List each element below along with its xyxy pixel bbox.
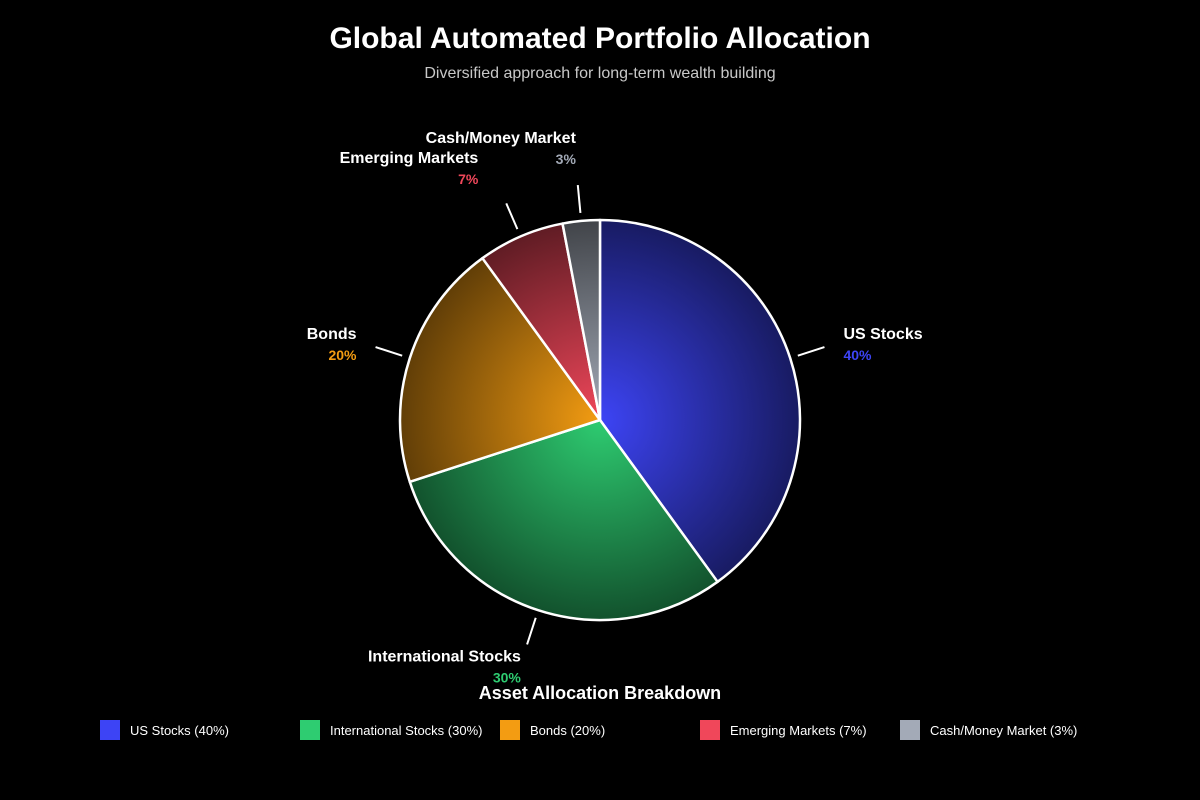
slice-label-bonds: Bonds bbox=[307, 326, 357, 343]
legend-swatch-us-stocks bbox=[100, 720, 120, 740]
slice-label-us-stocks: US Stocks bbox=[843, 326, 922, 343]
slice-percent-cash-money-market: 3% bbox=[556, 151, 577, 167]
legend-item-us-stocks[interactable]: US Stocks (40%) bbox=[100, 720, 229, 740]
slice-percent-us-stocks: 40% bbox=[843, 347, 872, 363]
legend-item-cash-money-market[interactable]: Cash/Money Market (3%) bbox=[900, 720, 1077, 740]
slice-percent-bonds: 20% bbox=[328, 347, 357, 363]
slice-label-cash-money-market: Cash/Money Market bbox=[426, 130, 577, 147]
legend-swatch-bonds bbox=[500, 720, 520, 740]
pie-leader-lines bbox=[375, 184, 825, 645]
slice-label-emerging-markets: Emerging Markets bbox=[340, 150, 479, 167]
legend-label-us-stocks: US Stocks (40%) bbox=[130, 722, 229, 738]
leader-line-international-stocks bbox=[526, 617, 537, 645]
pie-slices bbox=[398, 218, 802, 622]
legend-title: Asset Allocation Breakdown bbox=[478, 683, 722, 703]
leader-line-bonds bbox=[375, 346, 403, 357]
legend-label-emerging-markets: Emerging Markets (7%) bbox=[730, 722, 867, 738]
legend-swatch-emerging-markets bbox=[700, 720, 720, 740]
legend-swatch-cash-money-market bbox=[900, 720, 920, 740]
legend-item-bonds[interactable]: Bonds (20%) bbox=[500, 720, 605, 740]
leader-line-cash-money-market bbox=[576, 184, 582, 214]
legend-item-emerging-markets[interactable]: Emerging Markets (7%) bbox=[700, 720, 867, 740]
slice-label-international-stocks: International Stocks bbox=[368, 648, 521, 665]
slice-percent-emerging-markets: 7% bbox=[458, 171, 479, 187]
pie-slice-international-stocks[interactable] bbox=[408, 418, 719, 622]
chart-title: Global Automated Portfolio Allocation bbox=[329, 22, 871, 55]
legend-swatch-international-stocks bbox=[300, 720, 320, 740]
pie-slice-bonds[interactable] bbox=[398, 256, 602, 484]
slice-percent-international-stocks: 30% bbox=[493, 669, 522, 685]
legend-item-international-stocks[interactable]: International Stocks (30%) bbox=[300, 720, 482, 740]
pie-labels: US Stocks 40% International Stocks 30% Bonds… bbox=[307, 130, 923, 685]
legend-label-cash-money-market: Cash/Money Market (3%) bbox=[930, 722, 1078, 738]
leader-line-us-stocks bbox=[797, 346, 825, 357]
leader-line-emerging-markets bbox=[505, 203, 519, 230]
pie-slice-us-stocks[interactable] bbox=[598, 218, 802, 584]
legend-label-international-stocks: International Stocks (30%) bbox=[330, 722, 483, 738]
pie-slice-cash-money-market[interactable] bbox=[561, 218, 602, 422]
legend-label-bonds: Bonds (20%) bbox=[530, 722, 606, 738]
chart-subtitle: Diversified approach for long-term wealt… bbox=[424, 65, 776, 82]
